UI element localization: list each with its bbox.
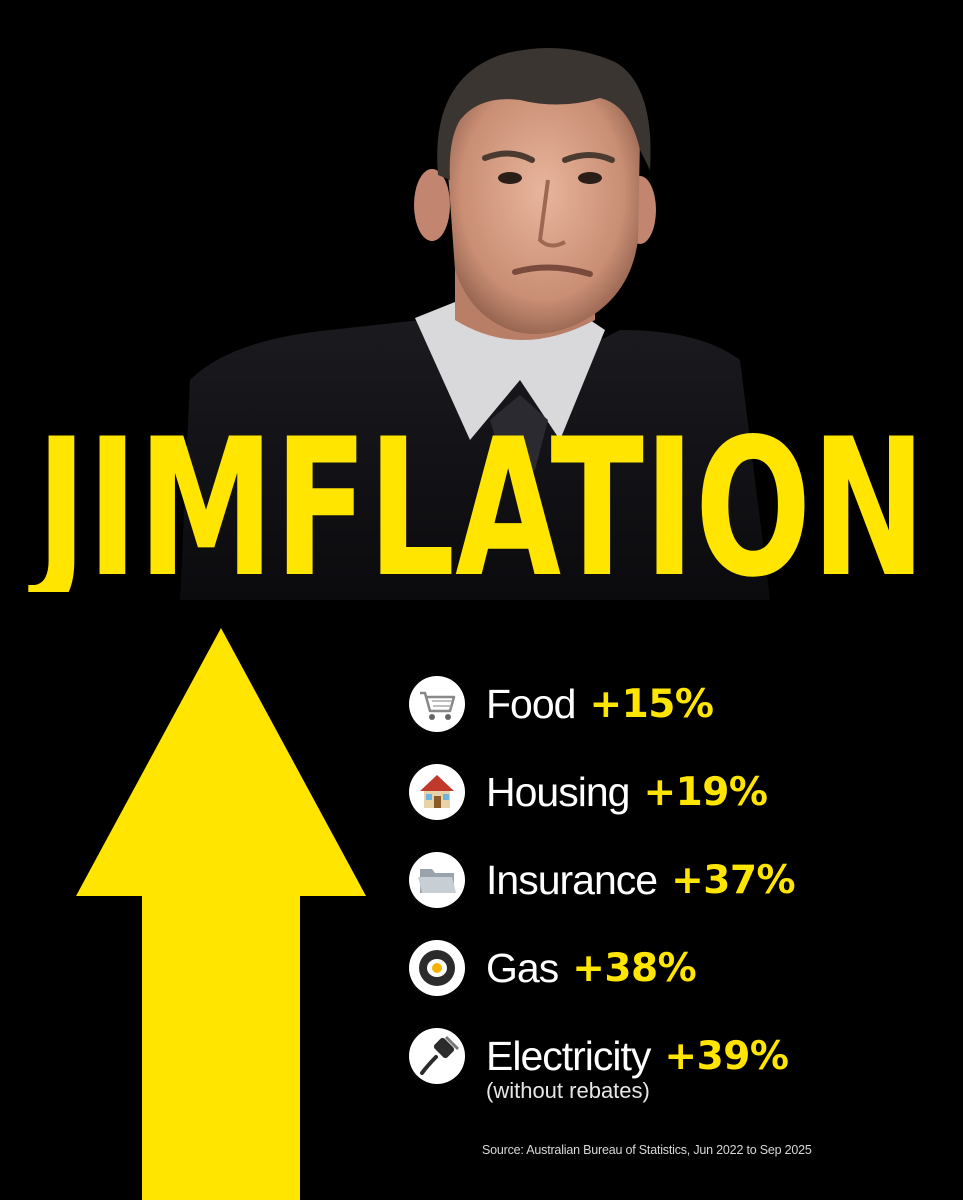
source-citation: Source: Australian Bureau of Statistics,…	[482, 1143, 812, 1157]
portrait-photo	[180, 47, 770, 600]
house-icon	[409, 764, 465, 820]
stat-value: +15%	[589, 681, 714, 727]
stat-value: +38%	[572, 945, 697, 991]
folder-icon	[409, 852, 465, 908]
stat-label: Gas	[486, 944, 559, 991]
stat-value: +37%	[671, 857, 796, 903]
headline: JIMFLATION	[28, 398, 926, 592]
headline-text: JIMFLATION	[28, 398, 926, 592]
stat-housing: Housing +19%	[408, 762, 948, 822]
electric-plug-icon	[409, 1028, 465, 1084]
stat-label: Food	[486, 680, 576, 727]
stat-value: +39%	[664, 1033, 789, 1079]
stat-electricity: Electricity +39%	[408, 1026, 948, 1086]
stat-label: Insurance	[486, 856, 658, 903]
stat-gas: Gas +38%	[408, 938, 948, 998]
stat-food: Food +15%	[408, 674, 948, 734]
stat-insurance: Insurance +37%	[408, 850, 948, 910]
stat-note: (without rebates)	[486, 1078, 650, 1103]
stats-list: Food +15% Housing +19% Insurance +37%	[408, 674, 948, 1104]
stat-value: +19%	[643, 769, 768, 815]
shopping-cart-icon	[409, 676, 465, 732]
frying-pan-icon	[409, 940, 465, 996]
stat-label: Housing	[486, 768, 630, 815]
up-arrow-icon	[76, 628, 366, 1200]
stat-label: Electricity	[486, 1032, 651, 1079]
